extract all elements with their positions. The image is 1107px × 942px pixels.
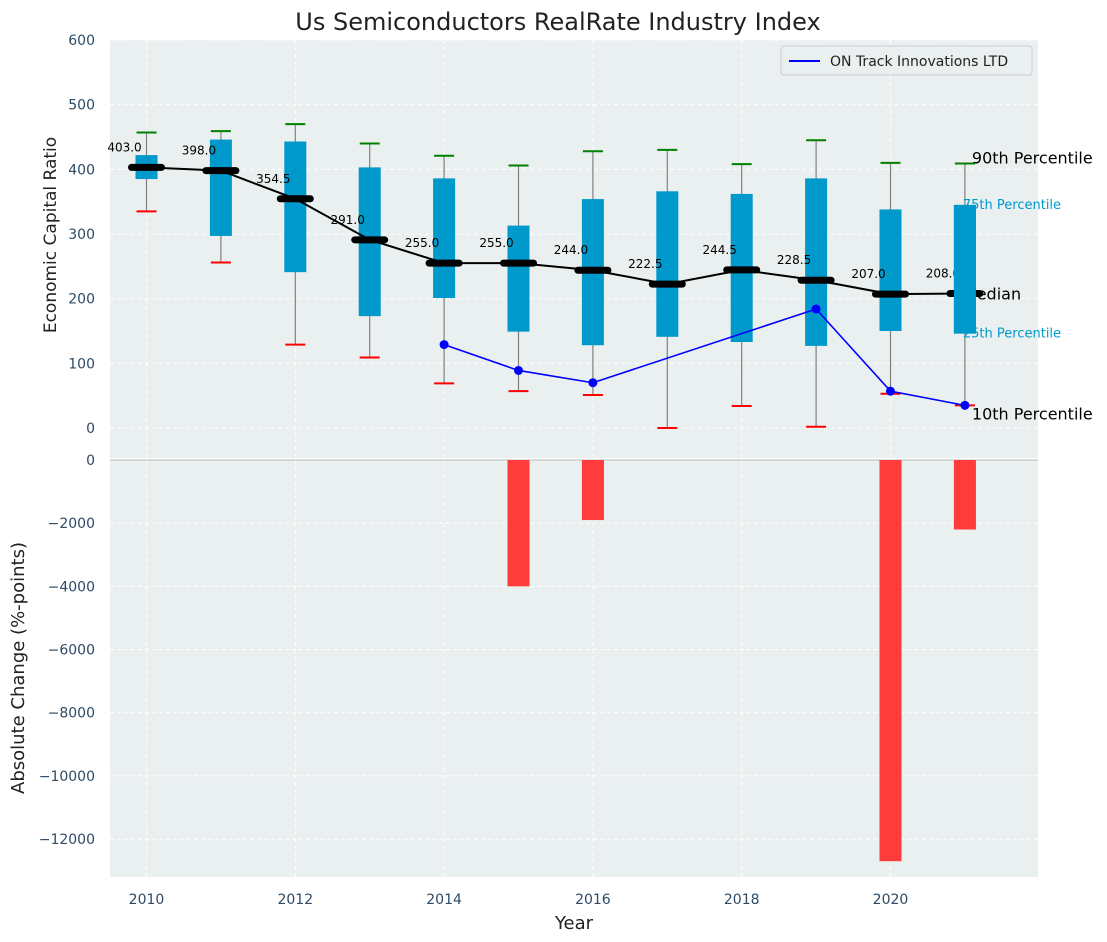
top-y-tick-label: 300 bbox=[68, 227, 95, 243]
annotation-p75: 75th Percentile bbox=[963, 198, 1061, 213]
iqr-box bbox=[284, 141, 307, 273]
x-tick-label: 2012 bbox=[277, 892, 313, 908]
chart-title: Us Semiconductors RealRate Industry Inde… bbox=[295, 8, 820, 36]
top-y-tick-label: 100 bbox=[68, 356, 95, 372]
iqr-box bbox=[433, 178, 456, 299]
bottom-y-tick-label: −6000 bbox=[48, 643, 95, 659]
bottom-y-tick-label: 0 bbox=[86, 453, 95, 469]
annotation-p25: 25th Percentile bbox=[963, 327, 1061, 342]
median-value-label: 255.0 bbox=[479, 236, 513, 250]
company-point bbox=[886, 386, 895, 396]
top-y-tick-label: 0 bbox=[86, 421, 95, 437]
annotation-p90: 90th Percentile bbox=[972, 149, 1093, 168]
top-y-tick-label: 400 bbox=[68, 162, 95, 178]
median-value-label: 222.5 bbox=[628, 257, 662, 271]
median-value-label: 255.0 bbox=[405, 236, 439, 250]
x-tick-label: 2018 bbox=[724, 892, 760, 908]
legend: ON Track Innovations LTD bbox=[780, 45, 1033, 76]
change-bar bbox=[507, 460, 530, 587]
change-bar bbox=[879, 460, 902, 862]
iqr-box bbox=[209, 139, 232, 236]
median-value-label: 403.0 bbox=[107, 140, 141, 154]
bottom-y-tick-label: −12000 bbox=[39, 832, 95, 848]
x-tick-label: 2010 bbox=[129, 892, 165, 908]
company-point bbox=[514, 365, 523, 375]
company-point bbox=[588, 378, 598, 388]
iqr-box bbox=[805, 178, 828, 346]
median-value-label: 354.5 bbox=[256, 172, 290, 186]
median-value-label: 228.5 bbox=[777, 253, 811, 267]
iqr-box bbox=[953, 204, 976, 334]
x-tick-label: 2020 bbox=[873, 892, 909, 908]
company-series bbox=[439, 304, 970, 410]
x-tick-label: 2014 bbox=[426, 892, 462, 908]
change-bar bbox=[581, 460, 604, 521]
x-tick-label: 2016 bbox=[575, 892, 611, 908]
top-y-tick-labels: 0 100 200 300 400 500 600 bbox=[68, 33, 95, 437]
bottom-y-tick-label: −8000 bbox=[48, 706, 95, 722]
bottom-y-tick-labels: 0 −2000 −4000 −6000 −8000 −10000 −12000 bbox=[39, 453, 95, 848]
top-y-tick-label: 200 bbox=[68, 292, 95, 308]
bottom-y-tick-label: −4000 bbox=[48, 579, 95, 595]
median-value-label: 291.0 bbox=[331, 213, 365, 227]
company-point bbox=[811, 304, 821, 314]
company-point bbox=[439, 340, 449, 350]
top-y-tick-label: 500 bbox=[68, 98, 95, 114]
iqr-box bbox=[656, 191, 679, 337]
median-value-label: 398.0 bbox=[182, 144, 216, 158]
annotation-p10: 10th Percentile bbox=[972, 404, 1093, 423]
company-line bbox=[443, 308, 966, 407]
iqr-box bbox=[879, 209, 902, 331]
iqr-box bbox=[507, 225, 530, 332]
company-point bbox=[960, 400, 970, 410]
median-value-label: 208.0 bbox=[926, 266, 960, 280]
top-y-tick-label: 600 bbox=[68, 33, 95, 49]
x-axis-label: Year bbox=[554, 913, 594, 934]
bottom-y-axis-label: Absolute Change (%-points) bbox=[8, 542, 29, 794]
legend-box bbox=[780, 45, 1033, 76]
percentile-annotations: 90th Percentile 75th Percentile Median 25th… bbox=[963, 149, 1093, 424]
change-bar bbox=[953, 460, 976, 530]
median-value-label: 207.0 bbox=[851, 267, 885, 281]
bar-series bbox=[507, 460, 976, 862]
x-tick-labels: 2010 2012 2014 2016 2018 2020 bbox=[129, 892, 909, 908]
annotation-median: Median bbox=[963, 284, 1021, 303]
bottom-y-tick-label: −2000 bbox=[48, 516, 95, 532]
legend-label: ON Track Innovations LTD bbox=[830, 54, 1008, 70]
top-y-axis-label: Economic Capital Ratio bbox=[41, 137, 61, 333]
median-value-label: 244.0 bbox=[554, 243, 588, 257]
bottom-y-tick-label: −10000 bbox=[39, 769, 95, 785]
median-value-labels: 403.0 398.0 354.5 291.0 255.0 255.0 244.0 222.5… bbox=[107, 140, 960, 281]
median-value-label: 244.5 bbox=[703, 243, 737, 257]
